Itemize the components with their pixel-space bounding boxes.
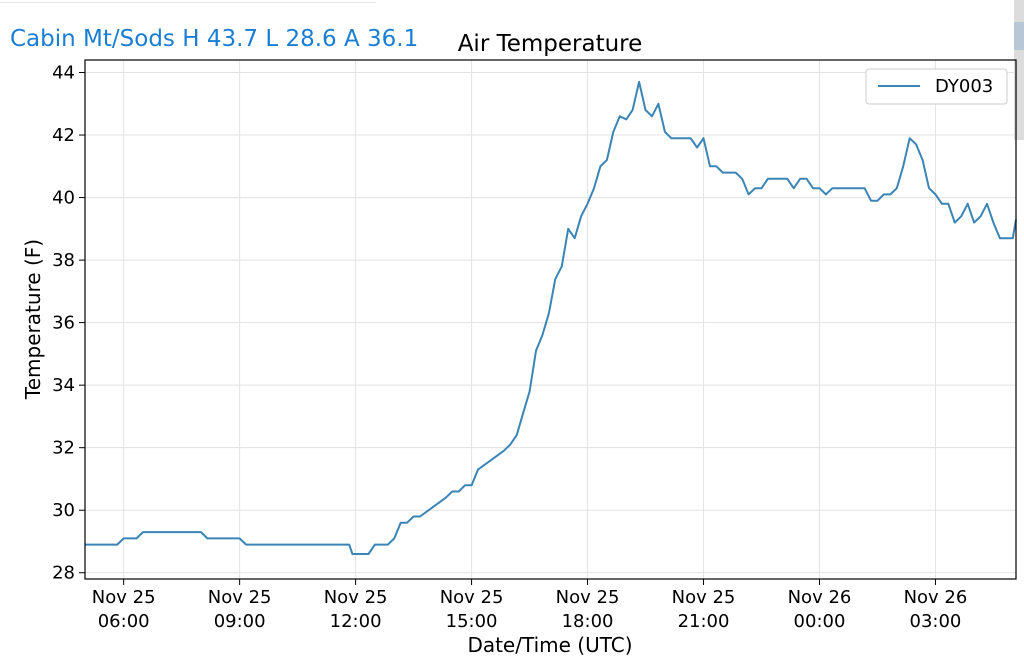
top-divider: [0, 2, 376, 3]
x-tick-label-time: 00:00: [794, 611, 846, 632]
y-tick-label: 42: [52, 125, 75, 146]
x-tick-label-time: 15:00: [446, 611, 498, 632]
y-tick-label: 34: [52, 375, 75, 396]
y-tick-label: 36: [52, 313, 75, 334]
x-axis-label: Date/Time (UTC): [467, 633, 632, 657]
y-axis: 28 30 32 34 36 38 40 42 44: [52, 63, 85, 584]
x-tick-label-date: Nov 25: [324, 587, 388, 608]
legend-label: DY003: [935, 76, 993, 97]
x-tick-label-time: 21:00: [678, 611, 730, 632]
y-axis-label: Temperature (F): [21, 239, 45, 400]
x-axis: Nov 25 06:00 Nov 25 09:00 Nov 25 12:00 Nov 25 1…: [92, 579, 968, 632]
x-tick-label-time: 18:00: [562, 611, 614, 632]
station-summary-title: Cabin Mt/Sods H 43.7 L 28.6 A 36.1: [10, 26, 419, 52]
legend: DY003: [865, 68, 1008, 105]
x-tick-label-date: Nov 25: [440, 587, 504, 608]
x-tick-label-time: 09:00: [214, 611, 266, 632]
x-tick-label-date: Nov 26: [904, 587, 968, 608]
y-tick-label: 32: [52, 438, 75, 459]
plot-frame: [84, 59, 1017, 580]
x-tick-label-time: 06:00: [98, 611, 150, 632]
x-tick-label-date: Nov 25: [556, 587, 620, 608]
x-tick-label-date: Nov 25: [208, 587, 272, 608]
y-tick-label: 28: [52, 563, 75, 584]
grid-lines: [85, 60, 1016, 579]
y-tick-label: 30: [52, 500, 75, 521]
scrollbar-edge[interactable]: [1014, 0, 1024, 140]
y-tick-label: 40: [52, 188, 75, 209]
y-tick-label: 38: [52, 250, 75, 271]
x-tick-label-date: Nov 25: [92, 587, 156, 608]
series-line-dy003: [85, 80, 1017, 555]
y-tick-label: 44: [52, 63, 75, 84]
x-tick-label-date: Nov 25: [672, 587, 736, 608]
x-tick-label-time: 03:00: [910, 611, 962, 632]
legend-box: [865, 68, 1008, 105]
series-layer: [85, 80, 1017, 555]
x-tick-label-date: Nov 26: [788, 587, 852, 608]
x-tick-label-time: 12:00: [330, 611, 382, 632]
chart-title: Air Temperature: [458, 31, 643, 57]
